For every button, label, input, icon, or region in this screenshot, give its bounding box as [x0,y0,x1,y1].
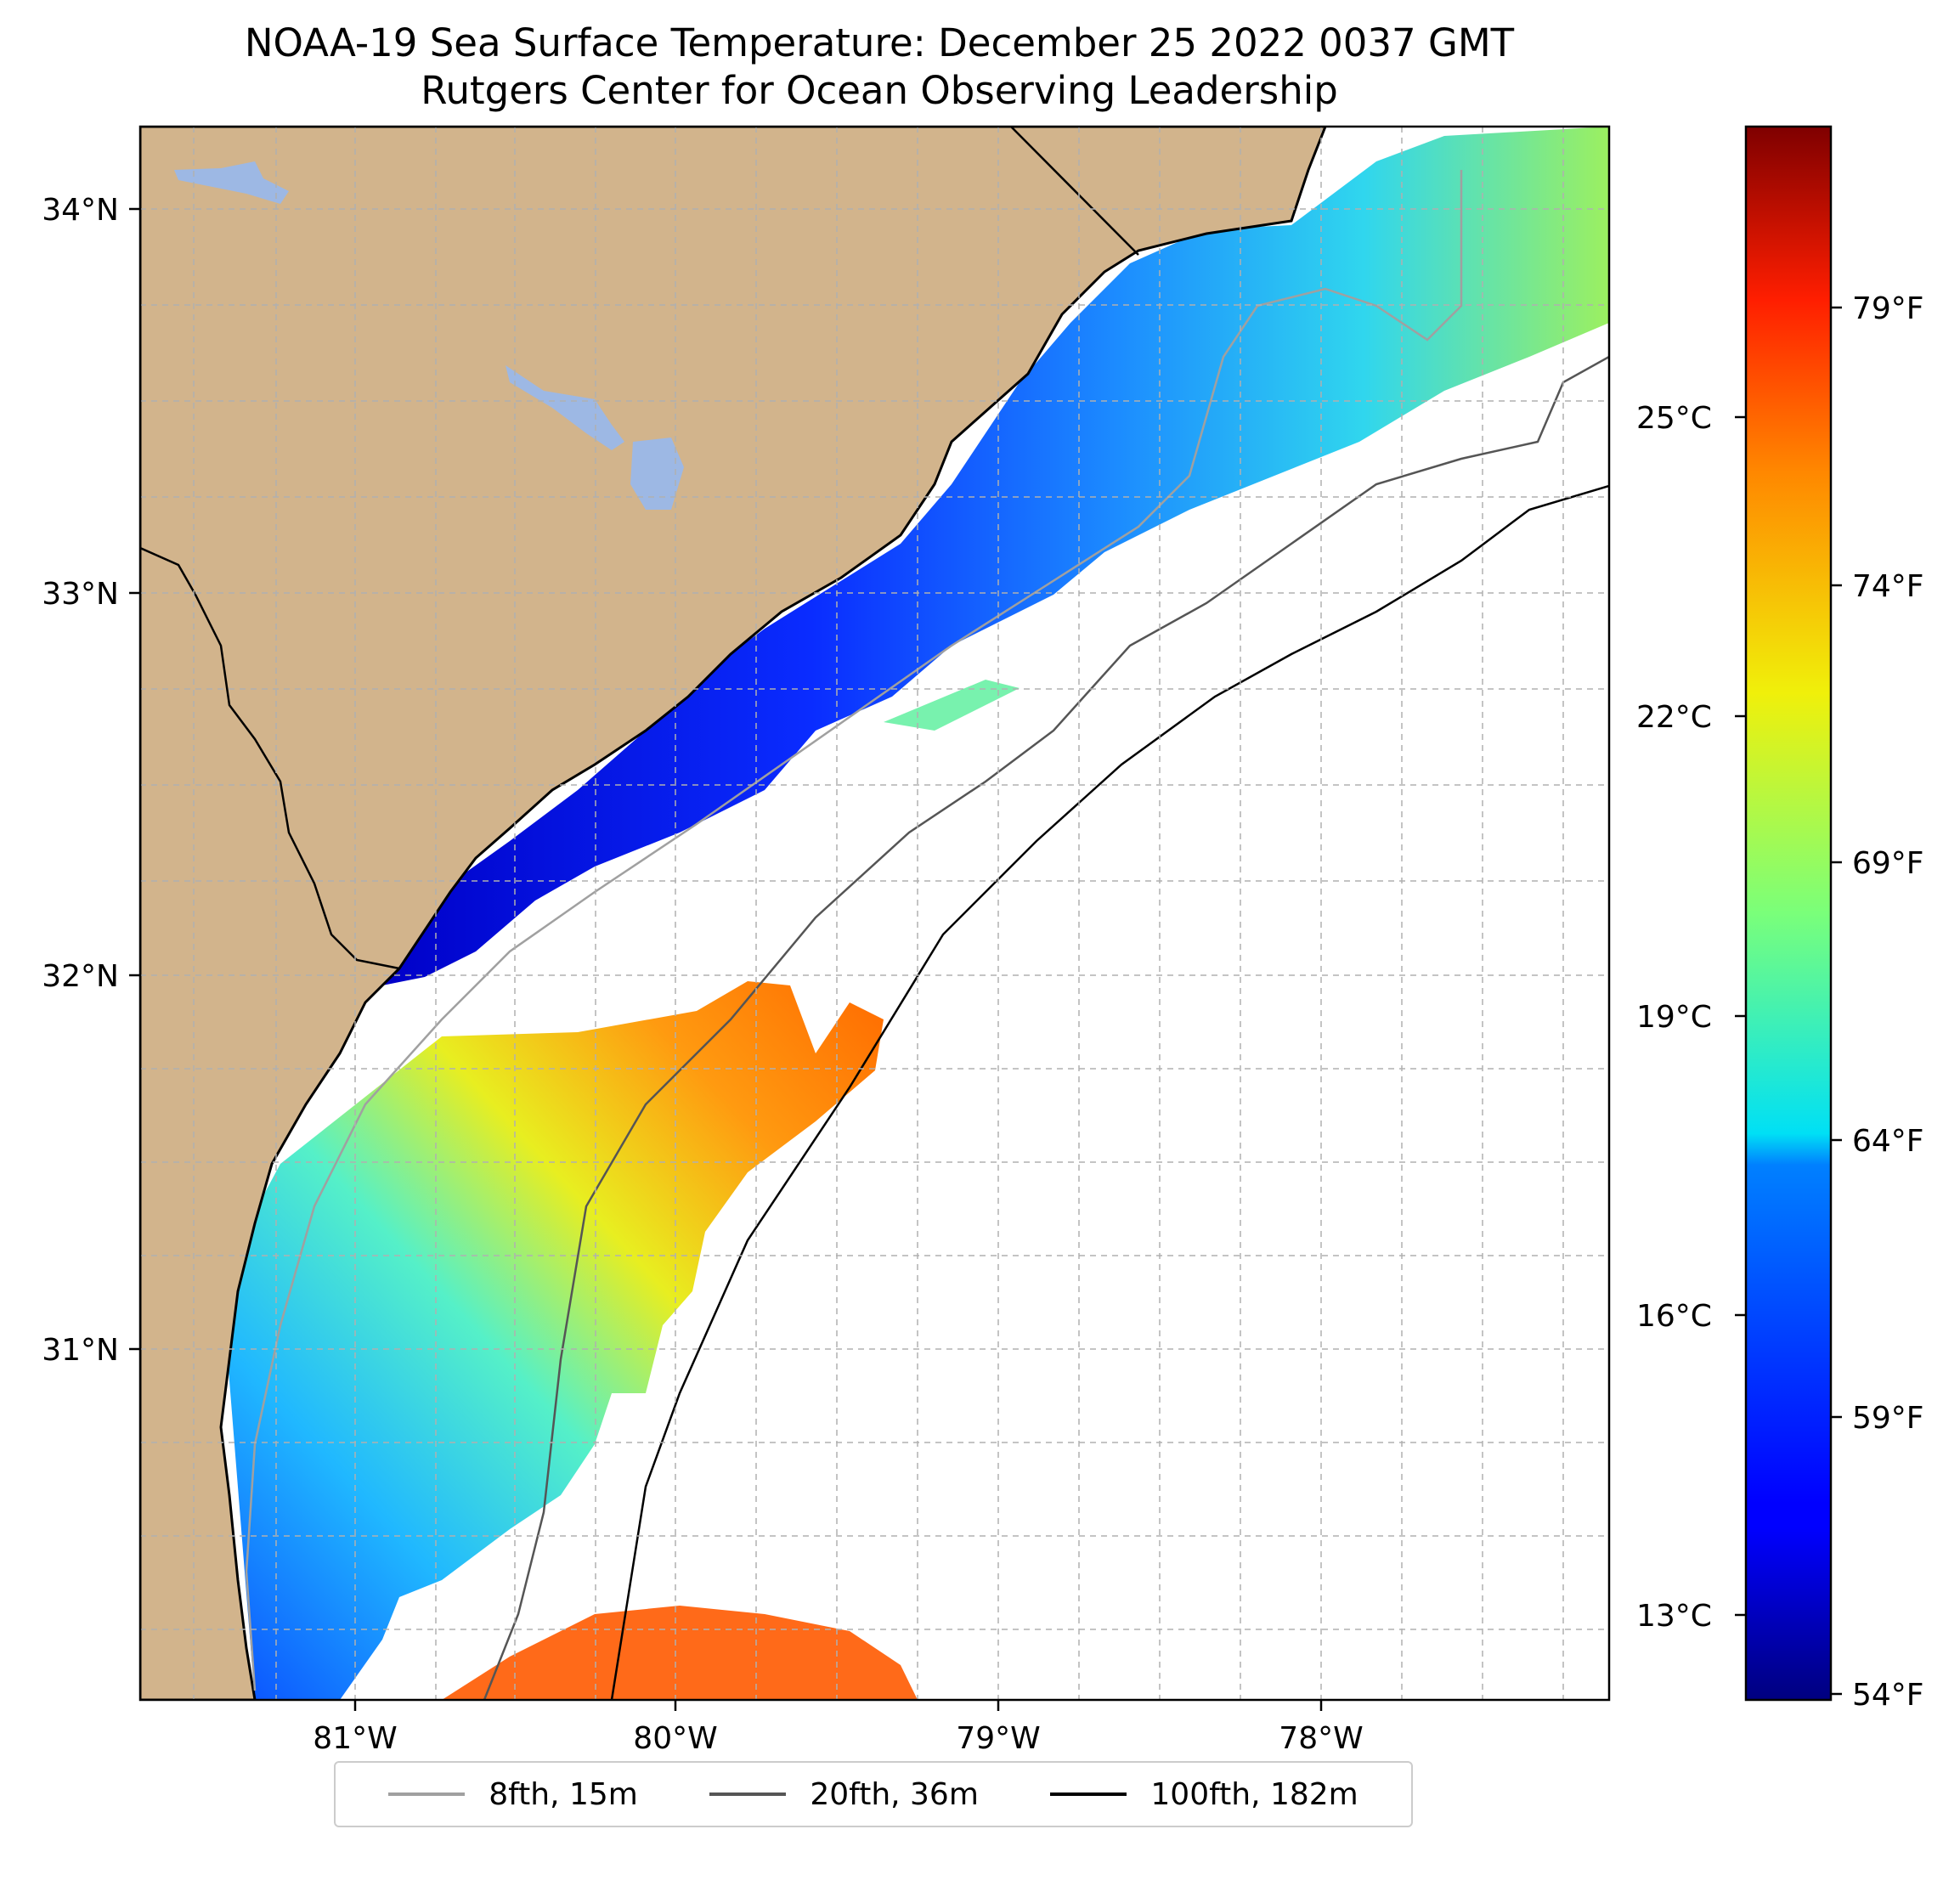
legend-label-20fth: 20fth, 36m [810,1776,979,1812]
colorbar-c-label-19: 19°C [1636,1000,1712,1035]
map-subtitle: Rutgers Center for Ocean Observing Leade… [421,68,1338,113]
lat-label-31: 31°N [42,1333,119,1368]
land-mainland [140,127,1327,1700]
legend-entry-100fth: 100fth, 182m [1050,1777,1358,1812]
colorbar-c-label-13: 13°C [1636,1599,1712,1634]
colorbar-c-label-22: 22°C [1636,700,1712,735]
gridlines [140,127,1609,1700]
lake-marion [506,365,624,450]
contour-20fth [483,355,1609,1700]
map-title: NOAA-19 Sea Surface Temperature: Decembe… [244,20,1515,65]
colorbar-f-label-59: 59°F [1852,1401,1924,1436]
colorbar-f-label-64: 64°F [1852,1124,1924,1159]
colorbar-f-label-79: 79°F [1852,291,1924,326]
lon-label-80: 80°W [633,1721,717,1756]
legend-entry-20fth: 20fth, 36m [709,1777,979,1812]
colorbar-f-label-54: 54°F [1852,1678,1924,1713]
longitude-axis: 81°W 80°W 79°W 78°W [313,1700,1364,1756]
sst-south-region [221,981,884,1700]
colorbar-c-label-25: 25°C [1636,401,1712,436]
colorbar-gradient [1744,125,1833,1702]
sst-southern-hot-patch [442,1606,918,1700]
legend-line-8fth [388,1792,466,1796]
lat-label-33: 33°N [42,577,119,612]
legend-entry-8fth: 8fth, 15m [388,1777,638,1812]
latitude-axis: 34°N 33°N 32°N 31°N [42,193,140,1368]
lon-label-78: 78°W [1279,1721,1363,1756]
lake-moultrie [630,438,684,510]
state-boundary-line [140,546,400,970]
lon-label-81: 81°W [313,1721,397,1756]
lon-label-79: 79°W [956,1721,1040,1756]
colorbar-f-label-74: 74°F [1852,569,1924,604]
legend-label-100fth: 100fth, 182m [1150,1776,1358,1812]
sst-north-region [382,127,1609,985]
colorbar: 25°C 22°C 19°C 16°C 13°C 79°F 74°F 69°F … [1636,125,1924,1713]
lat-label-34: 34°N [42,193,119,228]
state-boundary-north [1010,127,1139,256]
contour-legend: 8fth, 15m 20fth, 36m 100fth, 182m [334,1761,1413,1827]
legend-line-100fth [1050,1792,1127,1796]
colorbar-f-label-69: 69°F [1852,846,1924,881]
legend-label-8fth: 8fth, 15m [489,1776,638,1812]
lat-label-32: 32°N [42,959,119,994]
legend-line-20fth [709,1792,787,1796]
contour-8fth [245,170,1463,1691]
lake-north [174,161,289,204]
colorbar-c-label-16: 16°C [1636,1299,1712,1334]
map-frame [138,125,1611,1702]
